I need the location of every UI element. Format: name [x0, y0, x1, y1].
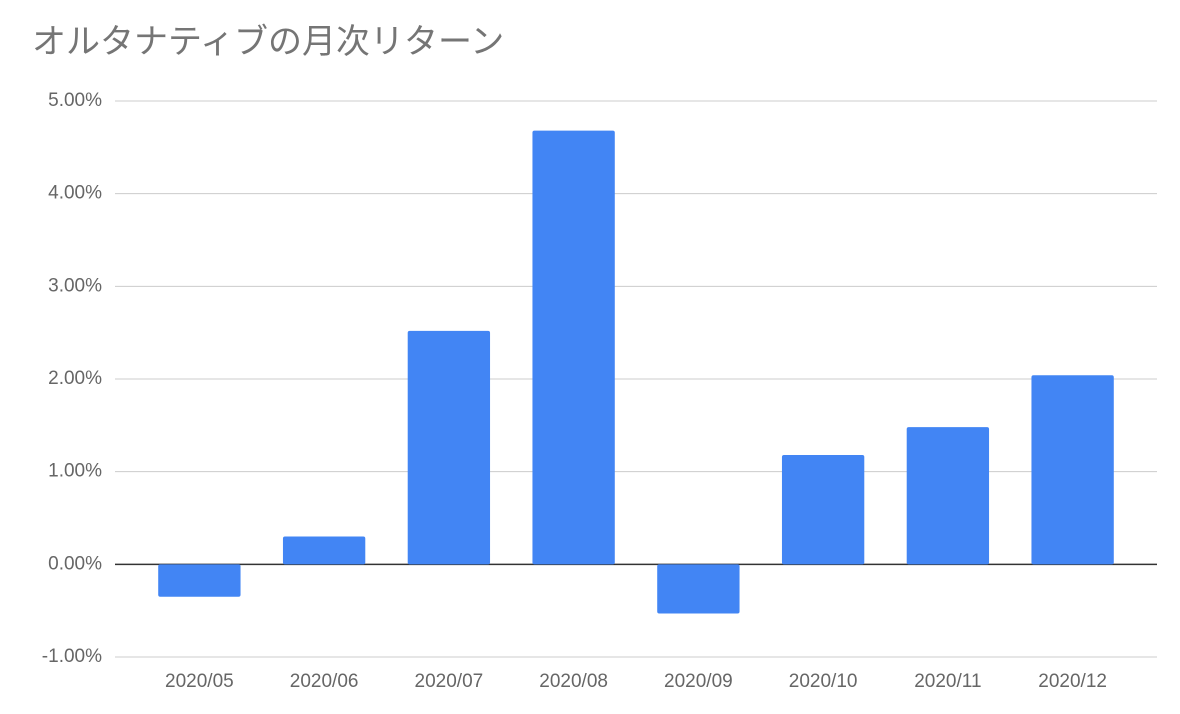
y-tick-label: 0.00%	[48, 553, 102, 574]
bar	[906, 427, 990, 565]
bar	[407, 330, 491, 565]
y-tick-label: 1.00%	[48, 461, 102, 482]
x-tick-label: 2020/11	[914, 671, 981, 692]
bar	[158, 564, 241, 597]
y-tick-label: 5.00%	[48, 90, 102, 111]
bar	[781, 454, 865, 565]
x-tick-label: 2020/05	[165, 671, 234, 692]
x-tick-label: 2020/07	[415, 671, 484, 692]
x-tick-label: 2020/08	[539, 671, 608, 692]
bar	[1031, 375, 1114, 565]
bar	[532, 130, 615, 565]
x-tick-label: 2020/09	[664, 671, 733, 692]
y-tick-label: 3.00%	[48, 275, 102, 296]
x-tick-label: 2020/10	[789, 671, 858, 692]
y-tick-label: -1.00%	[42, 646, 102, 667]
x-tick-label: 2020/12	[1038, 671, 1107, 692]
x-tick-label: 2020/06	[290, 671, 359, 692]
y-tick-label: 2.00%	[48, 368, 102, 389]
chart-title: オルタナティブの月次リターン	[32, 23, 504, 61]
bar	[657, 564, 740, 614]
bar	[282, 536, 366, 565]
y-tick-label: 4.00%	[48, 183, 102, 204]
